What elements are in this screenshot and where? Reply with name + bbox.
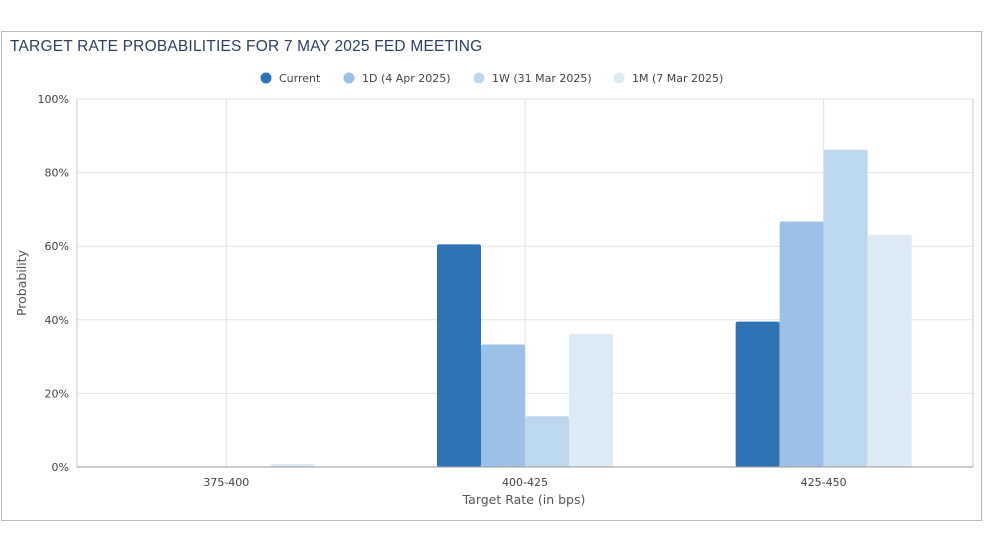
legend-item[interactable]: Current (260, 72, 322, 85)
y-tick-label: 0% (52, 461, 69, 474)
x-tick-label: 425-450 (801, 476, 847, 489)
legend-label: 1D (4 Apr 2025) (362, 72, 451, 85)
legend-item[interactable]: 1W (31 Mar 2025) (473, 72, 592, 85)
legend-marker (260, 72, 272, 84)
legend-marker (473, 72, 485, 84)
legend-marker (343, 72, 355, 84)
legend-item[interactable]: 1M (7 Mar 2025) (613, 72, 724, 85)
axes-group: 0% 20% 40% 60% 80% 100% 375-400 400-425 425-450 (38, 93, 974, 489)
y-tick-label: 20% (45, 387, 69, 400)
bar[interactable] (481, 344, 525, 467)
bar[interactable] (823, 149, 868, 467)
legend[interactable]: Current 1D (4 Apr 2025) 1W (31 Mar 2025) 1M… (260, 72, 724, 85)
legend-marker (613, 72, 625, 84)
bar[interactable] (735, 321, 780, 467)
bar[interactable] (569, 333, 613, 467)
bars-group (270, 149, 912, 467)
y-axis-title: Probability (14, 249, 29, 316)
bar[interactable] (437, 244, 481, 467)
y-tick-label: 100% (38, 93, 69, 106)
bar[interactable] (779, 221, 824, 467)
y-tick-label: 40% (45, 314, 69, 327)
y-tick-label: 60% (45, 240, 69, 253)
bar[interactable] (525, 416, 569, 467)
legend-label: 1W (31 Mar 2025) (492, 72, 592, 85)
x-tick-label: 375-400 (203, 476, 249, 489)
x-tick-label: 400-425 (502, 476, 548, 489)
bar[interactable] (270, 464, 315, 467)
legend-label: Current (279, 72, 321, 85)
x-axis-title: Target Rate (in bps) (462, 492, 586, 507)
chart-title: TARGET RATE PROBABILITIES FOR 7 MAY 2025… (10, 38, 483, 55)
legend-item[interactable]: 1D (4 Apr 2025) (343, 72, 451, 85)
legend-label: 1M (7 Mar 2025) (632, 72, 723, 85)
bar[interactable] (867, 234, 912, 467)
y-tick-label: 80% (45, 167, 69, 180)
